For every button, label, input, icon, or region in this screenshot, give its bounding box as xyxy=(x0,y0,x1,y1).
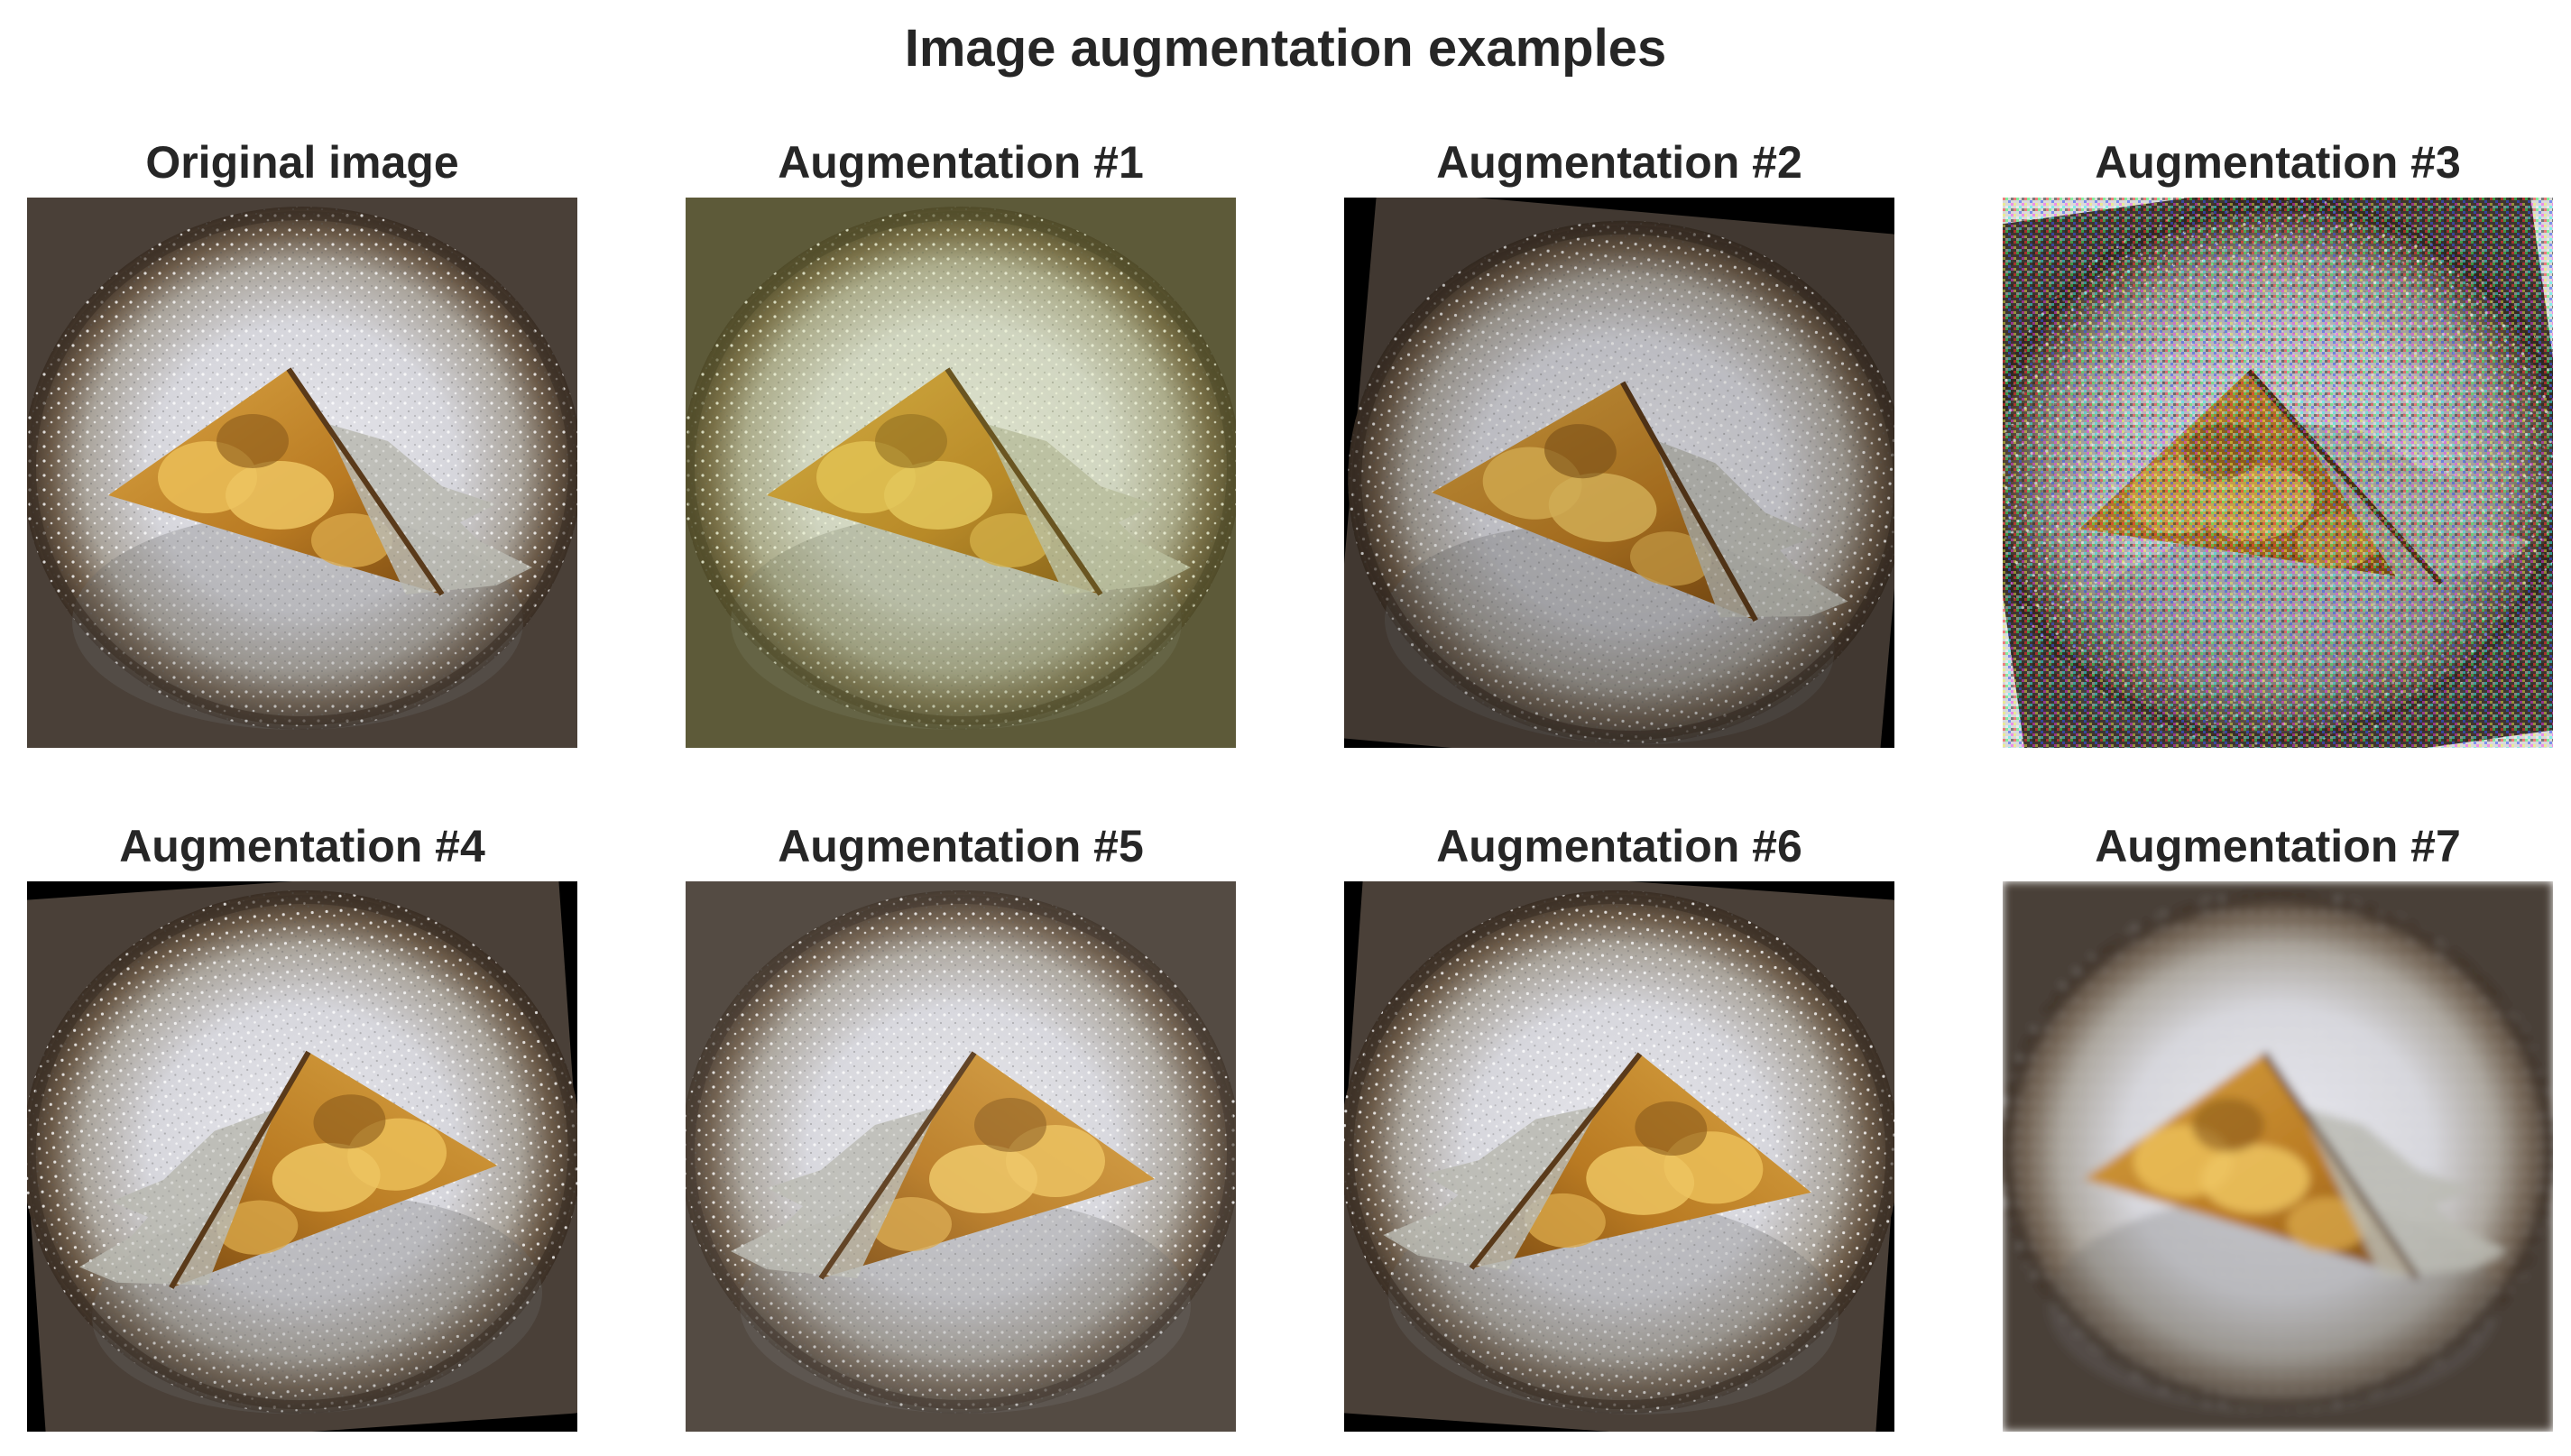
panel-title: Augmentation #7 xyxy=(2095,821,2461,871)
panel-title: Augmentation #2 xyxy=(1436,137,1802,188)
image-original xyxy=(27,198,577,748)
image-augmentation-6 xyxy=(1344,881,1894,1432)
panel-title: Original image xyxy=(145,137,459,188)
image-augmentation-3 xyxy=(2003,198,2553,748)
panel-title: Augmentation #4 xyxy=(119,821,485,871)
panel-title: Augmentation #6 xyxy=(1436,821,1802,871)
image-augmentation-1 xyxy=(686,198,1236,748)
image-augmentation-2 xyxy=(1344,198,1894,748)
figure-title: Image augmentation examples xyxy=(904,19,1667,78)
image-augmentation-4 xyxy=(27,881,577,1432)
panel-title: Augmentation #5 xyxy=(778,821,1144,871)
panel-title: Augmentation #1 xyxy=(778,137,1144,188)
image-augmentation-5 xyxy=(686,881,1236,1432)
image-augmentation-7 xyxy=(2003,881,2553,1432)
panel-title: Augmentation #3 xyxy=(2095,137,2461,188)
